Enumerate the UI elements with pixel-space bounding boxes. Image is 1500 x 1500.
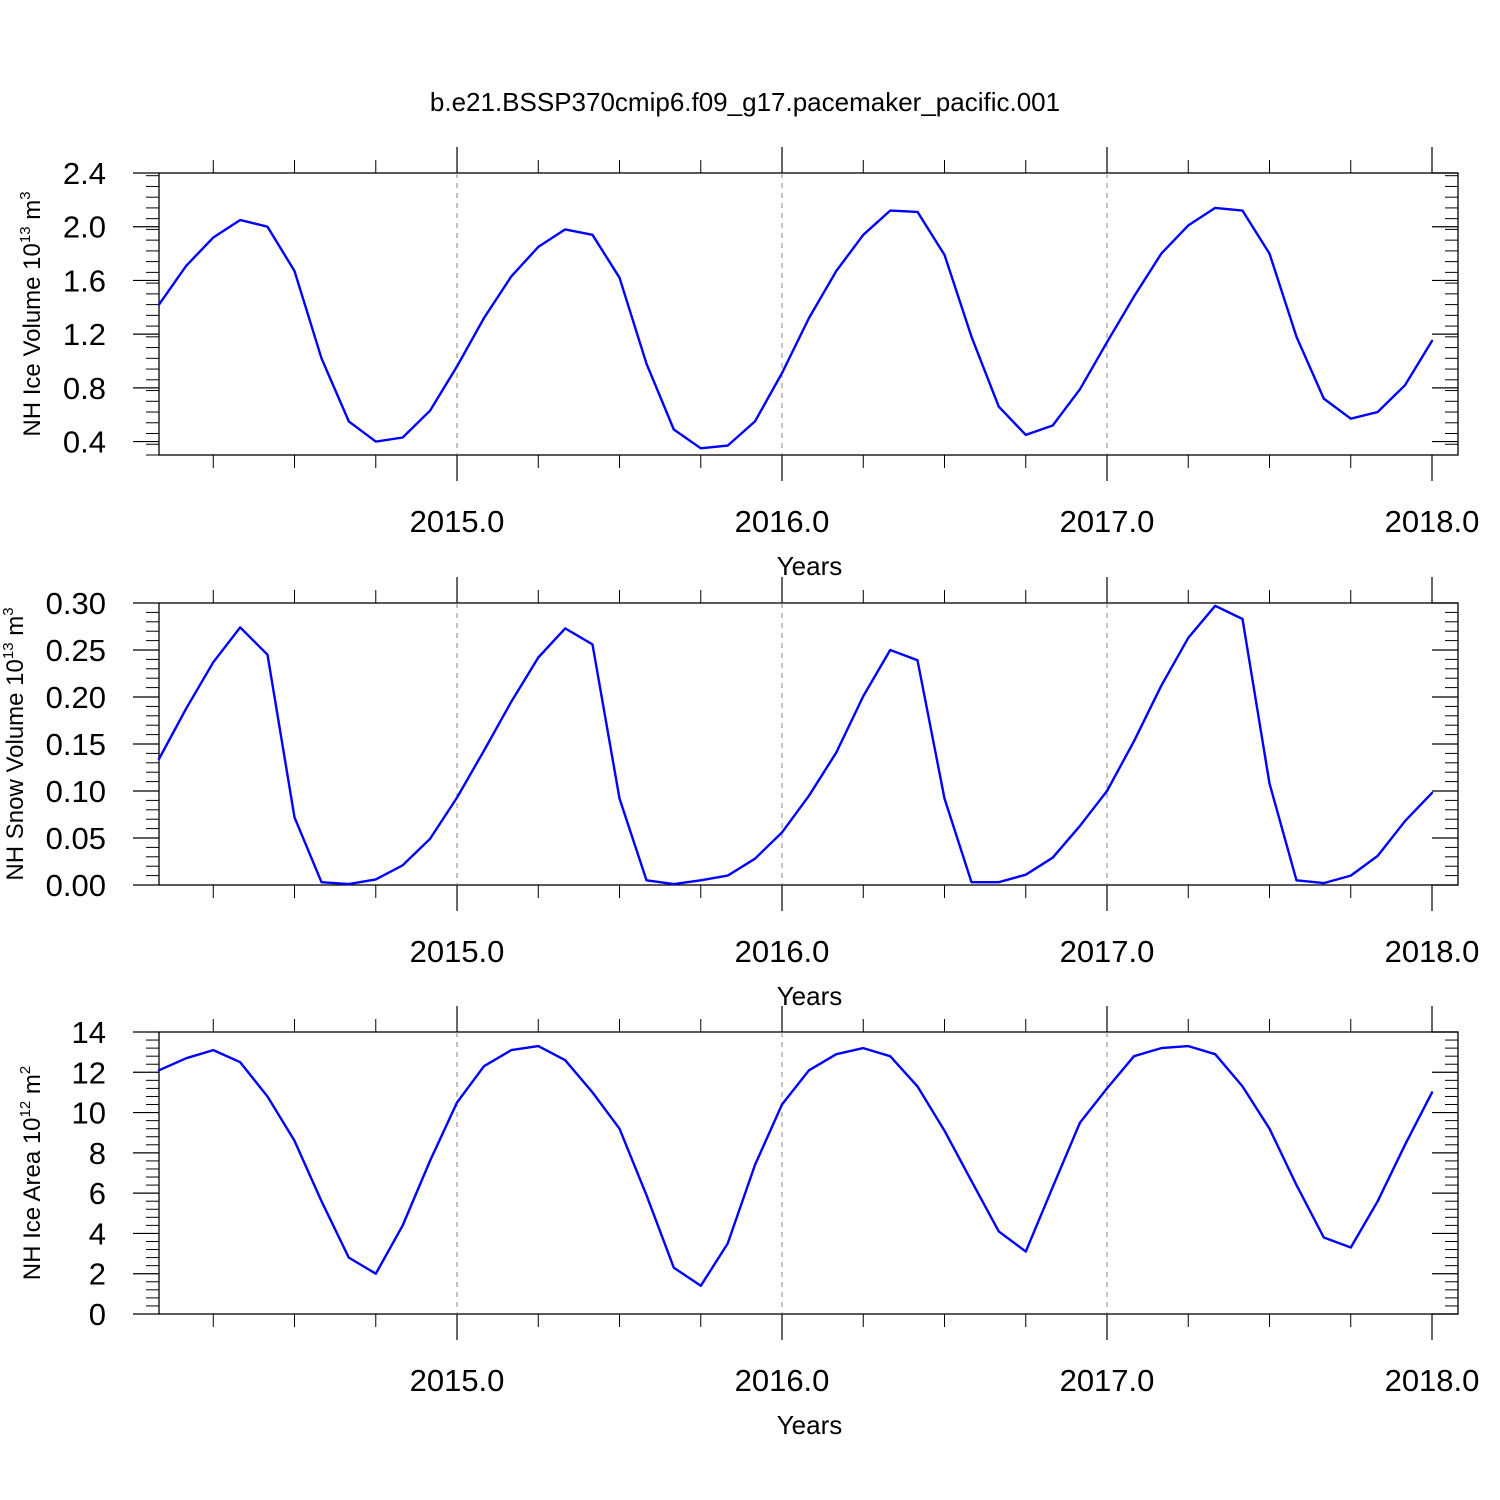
ice-area-y-tick-label: 6 <box>89 1176 106 1211</box>
ice-volume-y-axis-label-ylabel-unit-sup: 3 <box>17 191 34 199</box>
snow-volume-panel: 2015.0 2016.0 2017.0 2018.0 0.00 0.05 0.10 0.15… <box>0 577 1479 1011</box>
snow-volume-series-line <box>157 604 1434 886</box>
ice-volume-x-tick-label: 2016.0 <box>735 504 830 539</box>
ice-volume-y-axis-label-ylabel: NH Ice Volume 10 <box>19 243 46 436</box>
ice-volume-series-line <box>157 206 1434 450</box>
snow-volume-y-axis-label: NH Snow Volume 1013 m3 <box>0 607 29 880</box>
ice-volume-frame <box>158 172 1459 456</box>
snow-volume-y-tick-label: 0.00 <box>46 868 106 903</box>
ice-volume-y-tick-label: 0.8 <box>63 371 106 406</box>
snow-volume-y-axis-label-ylabel-sup: 13 <box>0 642 17 659</box>
ice-volume-y-tick-label: 2.0 <box>63 210 106 245</box>
snow-volume-x-tick-label: 2016.0 <box>735 934 830 969</box>
snow-volume-y-tick-label: 0.10 <box>46 774 106 809</box>
ice-volume-x-tick-label: 2017.0 <box>1060 504 1155 539</box>
ice-volume-x-axis-label: Years <box>777 551 843 581</box>
ice-area-y-axis-label-ylabel-unit: m <box>19 1074 46 1101</box>
ice-area-frame <box>158 1031 1459 1315</box>
ice-volume-y-tick-label: 2.4 <box>63 156 106 191</box>
ice-volume-panel: 2015.0 2016.0 2017.0 2018.0 0.4 0.8 1.2 1.6 2.0 2… <box>17 147 1479 581</box>
snow-volume-x-axis-label: Years <box>777 981 843 1011</box>
ice-area-y-axis-label: NH Ice Area 1012 m2 <box>17 1066 46 1280</box>
ice-area-y-axis-label-ylabel-sup: 12 <box>17 1101 34 1118</box>
ice-area-y-tick-label: 0 <box>89 1297 106 1332</box>
panels: 2015.0 2016.0 2017.0 2018.0 0.4 0.8 1.2 1.6 2.0 2… <box>0 147 1479 1440</box>
ice-area-x-axis-label: Years <box>777 1410 843 1440</box>
ice-area-x-tick-label: 2015.0 <box>410 1363 505 1398</box>
snow-volume-x-tick-label: 2017.0 <box>1060 934 1155 969</box>
snow-volume-y-axis-label-ylabel-unit: m <box>2 616 29 643</box>
ice-area-x-tick-label: 2017.0 <box>1060 1363 1155 1398</box>
ice-volume-y-tick-label: 0.4 <box>63 425 106 460</box>
ice-volume-y-axis-label: NH Ice Volume 1013 m3 <box>17 191 46 436</box>
ice-volume-x-tick-label: 2015.0 <box>410 504 505 539</box>
figure-title: b.e21.BSSP370cmip6.f09_g17.pacemaker_pac… <box>430 87 1060 117</box>
ice-area-panel: 2015.0 2016.0 2017.0 2018.0 0 2 4 6 8 10 12 14 Years… <box>17 1006 1479 1440</box>
snow-volume-y-tick-label: 0.15 <box>46 727 106 762</box>
ice-volume-y-axis-label-ylabel-sup: 13 <box>17 226 34 243</box>
snow-volume-y-axis-label-ylabel: NH Snow Volume 10 <box>2 659 29 880</box>
snow-volume-y-tick-label: 0.05 <box>46 821 106 856</box>
ice-area-y-axis-label-ylabel: NH Ice Area 10 <box>19 1117 46 1280</box>
ice-area-y-tick-label: 2 <box>89 1257 106 1292</box>
ice-volume-y-tick-label: 1.6 <box>63 263 106 298</box>
ice-area-y-tick-label: 12 <box>72 1055 106 1090</box>
ice-area-y-tick-label: 4 <box>89 1216 106 1251</box>
ice-area-y-tick-label: 8 <box>89 1136 106 1171</box>
snow-volume-x-tick-label: 2015.0 <box>410 934 505 969</box>
snow-volume-y-tick-label: 0.25 <box>46 633 106 668</box>
ice-volume-y-axis-label-ylabel-unit: m <box>19 200 46 227</box>
snow-volume-y-tick-label: 0.20 <box>46 680 106 715</box>
ice-area-x-tick-label: 2016.0 <box>735 1363 830 1398</box>
snow-volume-x-tick-label: 2018.0 <box>1385 934 1480 969</box>
ice-area-series-line <box>157 1044 1434 1288</box>
ice-volume-y-tick-label: 1.2 <box>63 317 106 352</box>
ice-volume-x-tick-label: 2018.0 <box>1385 504 1480 539</box>
ice-area-x-tick-label: 2018.0 <box>1385 1363 1480 1398</box>
snow-volume-y-tick-label: 0.30 <box>46 586 106 621</box>
ice-area-y-axis-label-ylabel-unit-sup: 2 <box>17 1066 34 1074</box>
ice-area-y-tick-label: 10 <box>72 1096 106 1131</box>
ice-area-y-tick-label: 14 <box>72 1015 106 1050</box>
snow-volume-y-axis-label-ylabel-unit-sup: 3 <box>0 607 17 615</box>
